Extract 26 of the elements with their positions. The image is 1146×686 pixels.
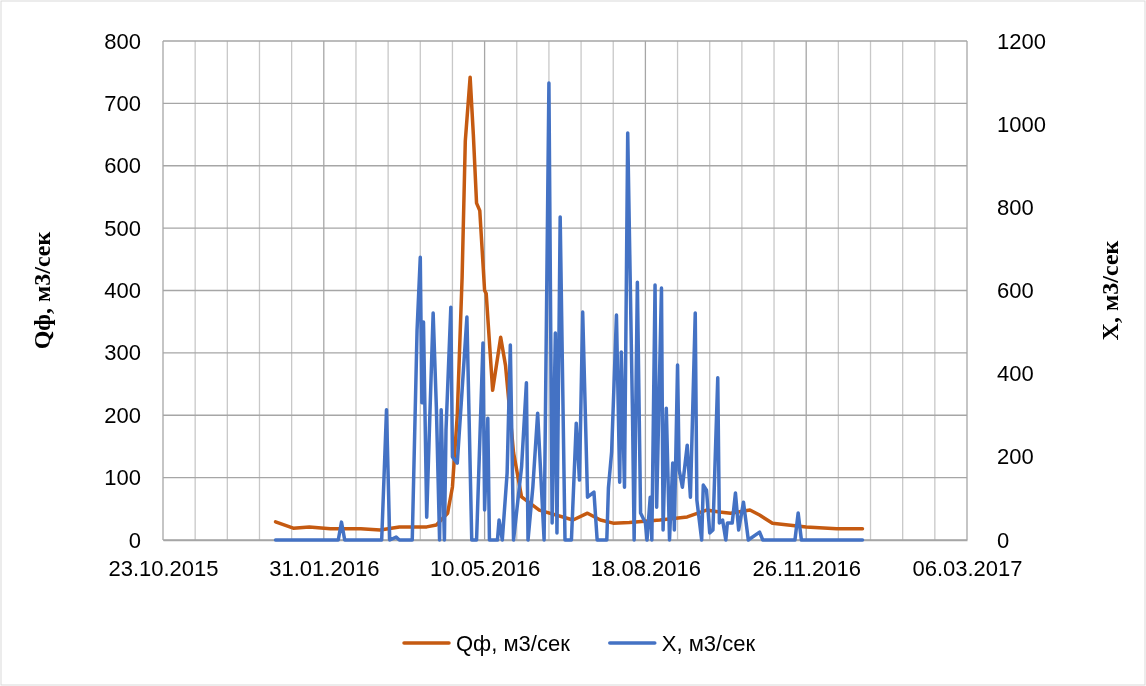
x-tick-label: 31.01.2016 [269,555,380,581]
y2-axis-title: X, м3/сек [1097,240,1123,341]
y-tick-label: 600 [104,153,141,179]
y2-tick-label: 800 [997,194,1034,220]
y-tick-label: 0 [128,527,141,553]
x-tick-label: 10.05.2016 [430,555,541,581]
y2-tick-label: 400 [997,361,1034,387]
y-tick-label: 500 [104,215,141,241]
y-tick-label: 100 [104,465,141,491]
x-tick-label: 26.11.2016 [752,555,861,581]
legend-label: X, м3/сек [661,630,756,656]
y-axis-title: Qф, м3/сек [29,231,55,350]
y2-tick-label: 200 [997,444,1034,470]
y2-tick-label: 600 [997,278,1034,304]
legend-label: Qф, м3/сек [456,630,571,656]
y-tick-label: 300 [104,340,141,366]
x-tick-label: 06.03.2017 [912,555,1023,581]
x-tick-label: 18.08.2016 [590,555,701,581]
x-tick-label: 23.10.2015 [108,555,219,581]
y2-tick-label: 0 [997,527,1010,553]
y2-tick-label: 1000 [997,111,1046,137]
y2-tick-label: 1200 [997,28,1046,54]
y-tick-label: 800 [104,28,141,54]
y-tick-label: 200 [104,402,141,428]
y-tick-label: 400 [104,278,141,304]
y-tick-label: 700 [104,90,141,116]
